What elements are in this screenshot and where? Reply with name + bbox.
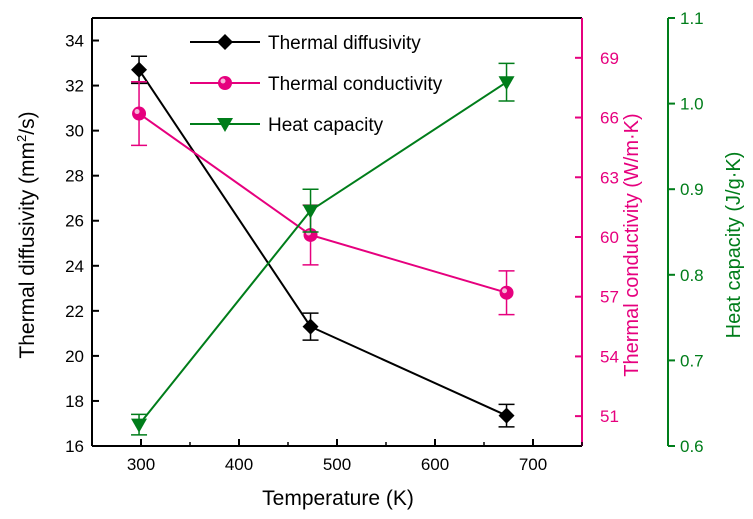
right1-axis-label: Thermal conductivity (W/m·K): [621, 113, 643, 376]
data-point: [498, 407, 515, 424]
right1-tick-label: 69: [600, 49, 619, 68]
right2-tick-label: 1.1: [680, 9, 704, 28]
data-point: [131, 61, 148, 78]
right1-tick-label: 66: [600, 109, 619, 128]
left-tick-label: 20: [65, 347, 84, 366]
data-point: [499, 285, 514, 300]
plot-area: 300 400 500 600 700 16 18 20 22 24 26 28 30 32 34 51 54 5…: [65, 9, 704, 474]
marker-highlight: [220, 78, 226, 84]
legend-marker: [217, 34, 233, 50]
right2-axis-label: Heat capacity (J/g·K): [723, 152, 745, 339]
right2-tick-label: 1.0: [680, 95, 704, 114]
x-tick-label: 300: [127, 455, 155, 474]
left-tick-label: 28: [65, 167, 84, 186]
right1-tick-label: 60: [600, 228, 619, 247]
x-tick-label: 700: [519, 455, 547, 474]
data-point: [131, 418, 148, 433]
left-tick-label: 16: [65, 437, 84, 456]
left-tick-label: 24: [65, 257, 84, 276]
x-axis-label: Temperature (K): [262, 487, 414, 510]
marker-highlight: [134, 109, 140, 115]
right1-tick-label: 54: [600, 347, 619, 366]
marker-body: [218, 76, 232, 90]
x-tick-label: 500: [323, 455, 351, 474]
left-axis-label-main: Thermal diffusivity: [16, 184, 39, 359]
x-tick-label: 600: [421, 455, 449, 474]
marker-body: [132, 106, 147, 121]
data-point: [302, 204, 319, 219]
right1-tick-label: 51: [600, 407, 619, 426]
left-axis-label-unit-close: /s): [16, 111, 39, 134]
data-point: [302, 318, 319, 335]
left-axis-label: Thermal diffusivity (mm2/s): [14, 111, 39, 358]
left-tick-label: 34: [65, 32, 84, 51]
left-tick-label: 22: [65, 302, 84, 321]
left-tick-label: 26: [65, 212, 84, 231]
right2-tick-label: 0.8: [680, 266, 704, 285]
right1-tick-label: 57: [600, 288, 619, 307]
legend: Thermal diffusivity Thermal conductivity H…: [190, 33, 443, 136]
legend-label: Thermal diffusivity: [268, 33, 421, 54]
legend-marker: [217, 118, 233, 132]
legend-marker: [218, 76, 232, 90]
x-tick-label: 400: [225, 455, 253, 474]
right2-tick-label: 0.9: [680, 180, 704, 199]
right2-tick-label: 0.7: [680, 351, 704, 370]
left-tick-label: 18: [65, 392, 84, 411]
data-point: [132, 106, 147, 121]
legend-label: Heat capacity: [268, 115, 384, 136]
left-axis-label-unit-sup: 2: [14, 135, 29, 142]
legend-label: Thermal conductivity: [268, 74, 443, 95]
marker-body: [499, 285, 514, 300]
left-tick-label: 30: [65, 122, 84, 141]
left-tick-label: 32: [65, 77, 84, 96]
right2-tick-label: 0.6: [680, 437, 704, 456]
right1-tick-label: 63: [600, 168, 619, 187]
data-point: [498, 76, 515, 91]
left-axis-label-unit-open: (mm: [16, 142, 39, 184]
marker-highlight: [502, 288, 508, 294]
